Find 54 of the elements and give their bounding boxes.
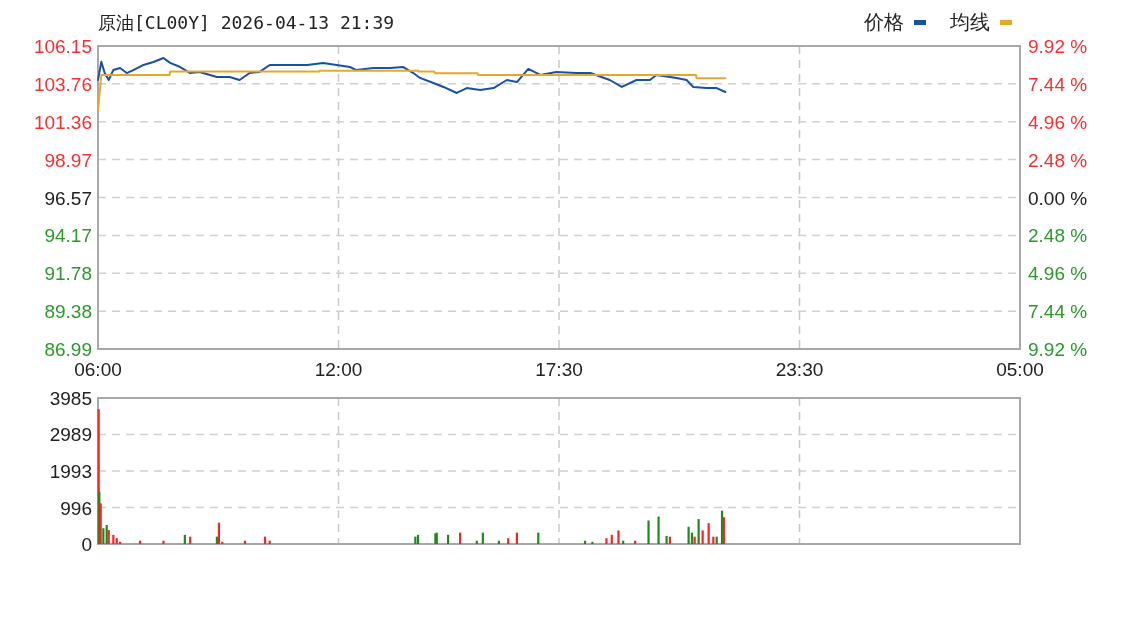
bar bbox=[107, 530, 110, 544]
bar bbox=[722, 517, 726, 544]
bar bbox=[102, 528, 105, 544]
bar bbox=[701, 530, 704, 544]
bar bbox=[647, 520, 650, 544]
bar bbox=[99, 503, 102, 544]
y-tick-label: 996 bbox=[60, 497, 92, 519]
chart-title: 原油[CL00Y] 2026-04-13 21:39 bbox=[98, 12, 395, 33]
y-tick-label: 0 bbox=[81, 534, 92, 555]
bar bbox=[610, 534, 613, 544]
y2-tick-label: 4.96 % bbox=[1028, 111, 1088, 133]
y-tick-label: 101.36 bbox=[33, 111, 92, 133]
y-tick-label: 96.57 bbox=[44, 187, 92, 209]
y-tick-label: 103.76 bbox=[33, 73, 92, 95]
y-tick-label: 94.17 bbox=[44, 225, 92, 247]
line-series bbox=[97, 69, 727, 112]
bar bbox=[617, 530, 620, 544]
bar bbox=[720, 510, 724, 544]
bar bbox=[115, 538, 118, 544]
y-tick-label: 86.99 bbox=[44, 339, 92, 360]
legend-label: 价格 bbox=[863, 11, 904, 33]
y-tick-label: 106.15 bbox=[33, 36, 92, 57]
bar bbox=[162, 540, 165, 544]
bar bbox=[507, 538, 510, 544]
y2-tick-label: 0.00 % bbox=[1028, 187, 1088, 209]
bar bbox=[112, 534, 115, 544]
y2-tick-label: 7.44 % bbox=[1028, 73, 1088, 95]
line-series bbox=[97, 57, 727, 94]
y-tick-label: 98.97 bbox=[44, 149, 92, 171]
x-tick-label: 12:00 bbox=[314, 359, 363, 380]
y-tick-label: 89.38 bbox=[44, 301, 92, 323]
x-tick-label: 23:30 bbox=[775, 359, 824, 380]
y-tick-label: 91.78 bbox=[44, 263, 92, 285]
y2-tick-label: 9.92 % bbox=[1028, 339, 1088, 360]
bar bbox=[591, 541, 594, 544]
bar bbox=[446, 534, 450, 544]
y-tick-label: 3985 bbox=[49, 388, 92, 409]
y2-tick-label: 9.92 % bbox=[1028, 36, 1088, 57]
x-tick-label: 17:30 bbox=[535, 359, 583, 380]
bar bbox=[605, 538, 608, 544]
legend-label: 均线 bbox=[949, 11, 990, 33]
bar bbox=[105, 524, 108, 544]
y-tick-label: 2989 bbox=[49, 424, 92, 446]
bar bbox=[707, 523, 710, 544]
bar bbox=[657, 516, 660, 544]
y-tick-label: 1993 bbox=[49, 460, 92, 482]
y2-tick-label: 7.44 % bbox=[1028, 301, 1088, 323]
y2-tick-label: 2.48 % bbox=[1028, 149, 1088, 171]
x-tick-label: 05:00 bbox=[996, 359, 1044, 380]
bar bbox=[697, 519, 700, 544]
y2-tick-label: 2.48 % bbox=[1028, 225, 1088, 247]
bar bbox=[183, 534, 186, 544]
x-tick-label: 06:00 bbox=[74, 359, 122, 380]
y2-tick-label: 4.96 % bbox=[1028, 263, 1088, 285]
